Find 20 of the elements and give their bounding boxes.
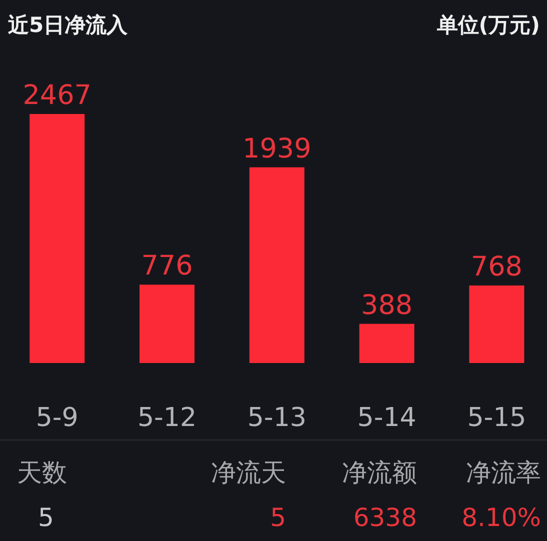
annotation: 5 (38, 503, 54, 532)
x-tick-label: 5-12 (137, 403, 197, 433)
annotation: 净流天 (211, 458, 286, 487)
data-label: 2467 (22, 80, 92, 111)
annotation: 6338 (353, 503, 417, 532)
subtitle: 单位(万元) (436, 13, 540, 37)
x-tick-label: 5-13 (247, 403, 306, 433)
annotation: 8.10% (462, 503, 541, 532)
annotation: 天数 (17, 458, 67, 487)
data-label: 776 (141, 250, 193, 282)
data-label: 1939 (242, 133, 312, 164)
x-tick-label: 5-14 (357, 403, 416, 433)
x-tick-label: 5-15 (467, 403, 526, 433)
x-tick-label: 5-9 (36, 403, 78, 433)
annotation: 净流额 (342, 458, 417, 487)
data-label: 388 (361, 290, 413, 321)
data-label: 768 (470, 251, 522, 282)
annotation: 净流率 (466, 458, 541, 487)
title: 近5日净流入 (8, 13, 128, 37)
annotation: 5 (270, 503, 286, 532)
